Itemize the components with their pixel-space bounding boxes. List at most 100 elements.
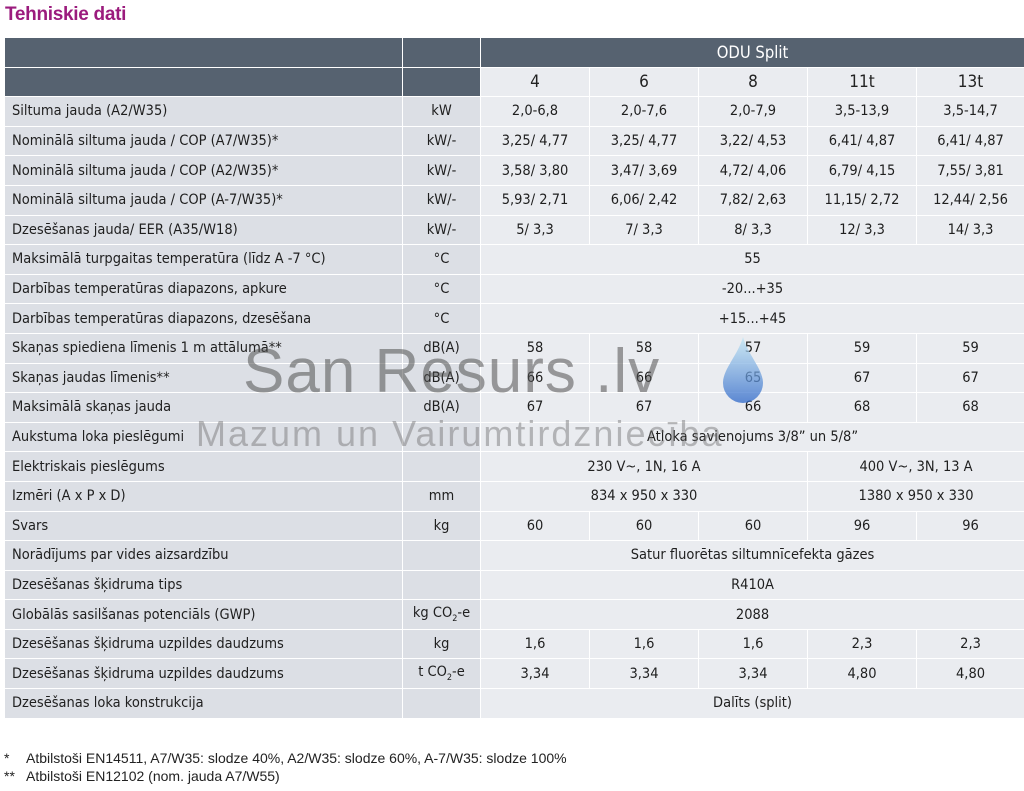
row-value: 66 [589,362,699,394]
row-label: Aukstuma loka pieslēgumi [4,421,403,453]
row-value: 3,22/ 4,53 [698,125,808,157]
row-value: 66 [698,392,808,423]
row-value: 11,15/ 2,72 [807,184,917,216]
row-label: Nominālā siltuma jauda / COP (A7/W35)* [4,125,403,157]
row-value: 67 [807,362,917,394]
table-row: Siltuma jauda (A2/W35) kW 2,0-6,8 2,0-7,6 2,… [4,96,1024,127]
header-blank-unit [402,66,481,98]
row-unit: kg [402,628,481,660]
row-value: 58 [480,332,590,364]
header-blank-unit [402,37,481,68]
row-unit: mm [402,480,481,512]
row-value: 3,5-13,9 [807,96,917,127]
row-value-span: 55 [479,244,1024,275]
row-unit [402,688,481,719]
footnote-text: Atbilstoši EN14511, A7/W35: slodze 40%, … [26,750,567,766]
footnote-1: * Atbilstoši EN14511, A7/W35: slodze 40%,… [4,750,567,766]
row-label: Dzesēšanas loka konstrukcija [4,688,403,719]
row-value: 6,06/ 2,42 [589,184,699,216]
header-row-group: ODU Split [4,37,1024,68]
row-value: 2,0-7,9 [698,96,808,127]
row-label: Siltuma jauda (A2/W35) [4,96,403,127]
row-label: Izmēri (A x P x D) [4,480,403,512]
row-value: 5,93/ 2,71 [480,184,590,216]
table-row: Dzesēšanas šķidruma uzpildes daudzums kg 1… [4,628,1024,660]
row-value: 12,44/ 2,56 [915,184,1024,216]
table-row: Dzesēšanas šķidruma uzpildes daudzums t C… [4,658,1024,690]
row-unit [402,421,481,453]
row-unit: kg [402,510,481,542]
row-value: 1,6 [480,628,590,660]
row-value-span: +15...+45 [479,303,1024,334]
row-value: 4,72/ 4,06 [698,155,808,186]
row-unit: kW [402,96,481,127]
header-blank-label [4,66,403,98]
row-unit: °C [402,244,481,275]
row-value-span: Satur fluorētas siltumnīcefekta gāzes [479,540,1024,571]
row-value: 12/ 3,3 [807,214,917,246]
row-value: 7,55/ 3,81 [915,155,1024,186]
row-value: 58 [589,332,699,364]
row-unit: kg CO2-e [402,599,481,630]
row-value: 67 [589,392,699,423]
row-unit [402,451,481,482]
row-label: Skaņas spiediena līmenis 1 m attālumā** [4,332,403,364]
row-label: Nominālā siltuma jauda / COP (A2/W35)* [4,155,403,186]
footnote-text: Atbilstoši EN12102 (nom. jauda A7/W55) [26,768,280,784]
row-value: 2,3 [807,628,917,660]
row-value: 57 [698,332,808,364]
page-title: Tehniskie dati [5,4,127,25]
row-label: Darbības temperatūras diapazons, dzesēša… [4,303,403,334]
row-value-span: Dalīts (split) [479,688,1024,719]
row-value-span: -20...+35 [479,273,1024,305]
table-row: Nominālā siltuma jauda / COP (A7/W35)* kW… [4,125,1024,157]
model-header: 8 [698,66,808,98]
row-unit: dB(A) [402,392,481,423]
table-row: Globālās sasilšanas potenciāls (GWP) kg C… [4,599,1024,630]
table-row: Maksimālā turpgaitas temperatūra (līdz A… [4,244,1024,275]
row-value: 6,41/ 4,87 [807,125,917,157]
row-unit: kW/- [402,214,481,246]
table-row: Skaņas spiediena līmenis 1 m attālumā** d… [4,332,1024,364]
footnote-mark: * [4,750,10,766]
row-value: 4,80 [915,658,1024,690]
table-row: Dzesēšanas šķidruma tips R410A [4,569,1024,601]
row-value-group-b: 1380 x 950 x 330 [806,480,1024,512]
row-value: 3,34 [480,658,590,690]
row-value: 1,6 [698,628,808,660]
row-value: 3,34 [698,658,808,690]
row-value: 65 [698,362,808,394]
row-label: Dzesēšanas šķidruma tips [4,569,403,601]
table-row: Nominālā siltuma jauda / COP (A2/W35)* kW… [4,155,1024,186]
row-label: Globālās sasilšanas potenciāls (GWP) [4,599,403,630]
row-value: 6,79/ 4,15 [807,155,917,186]
table-row: Darbības temperatūras diapazons, dzesēša… [4,303,1024,334]
row-value: 3,25/ 4,77 [589,125,699,157]
row-value-span: R410A [479,569,1024,601]
row-value: 3,34 [589,658,699,690]
row-value: 3,25/ 4,77 [480,125,590,157]
row-value: 2,3 [915,628,1024,660]
row-value: 60 [589,510,699,542]
table-row: Izmēri (A x P x D) mm 834 x 950 x 330 1380 … [4,480,1024,512]
row-value: 7/ 3,3 [589,214,699,246]
row-value: 7,82/ 2,63 [698,184,808,216]
row-value: 1,6 [589,628,699,660]
row-value: 96 [807,510,917,542]
row-label: Norādījums par vides aizsardzību [4,540,403,571]
row-label: Dzesēšanas šķidruma uzpildes daudzums [4,628,403,660]
row-value-span: 2088 [479,599,1024,630]
row-value: 3,5-14,7 [915,96,1024,127]
row-value: 3,47/ 3,69 [589,155,699,186]
spec-table: ODU Split 4 6 8 11t 13t Siltuma jauda (A… [4,37,1024,719]
footnote-2: ** Atbilstoši EN12102 (nom. jauda A7/W55) [4,768,280,784]
table-row: Dzesēšanas jauda/ EER (A35/W18) kW/- 5/ 3,… [4,214,1024,246]
row-value: 59 [915,332,1024,364]
row-unit: t CO2-e [402,658,481,690]
row-label: Darbības temperatūras diapazons, apkure [4,273,403,305]
row-label: Elektriskais pieslēgums [4,451,403,482]
row-value-span: Atloka savienojums 3/8” un 5/8” [479,421,1024,453]
header-group-title: ODU Split [479,37,1024,68]
row-value-group-a: 230 V~, 1N, 16 A [480,451,808,482]
